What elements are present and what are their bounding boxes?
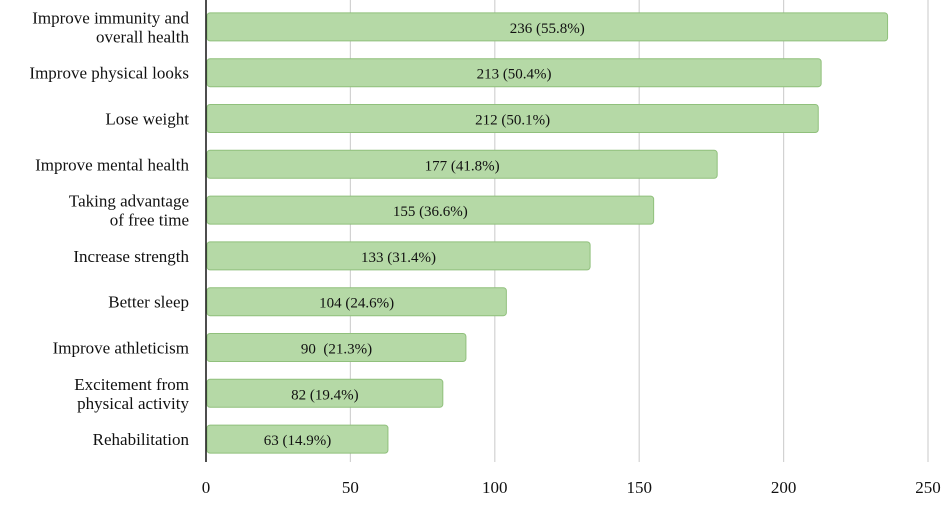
category-label: Improve physical looks bbox=[29, 64, 189, 83]
category-label: Better sleep bbox=[108, 293, 189, 312]
data-label: 82 (19.4%) bbox=[291, 387, 359, 403]
category-label: Improve immunity and overall health bbox=[32, 8, 189, 46]
category-label: Improve athleticism bbox=[53, 339, 189, 358]
category-label-line: Improve immunity and bbox=[32, 8, 189, 27]
data-label: 133 (31.4%) bbox=[361, 250, 436, 266]
bar bbox=[206, 378, 444, 408]
category-label-line: Improve athleticism bbox=[53, 339, 189, 358]
data-label: 212 (50.1%) bbox=[475, 113, 550, 129]
category-label-line: Lose weight bbox=[105, 110, 189, 129]
data-label: 236 (55.8%) bbox=[510, 21, 585, 37]
x-tick-label: 200 bbox=[771, 478, 797, 497]
x-tick-label: 0 bbox=[202, 478, 211, 497]
category-label: Excitement from physical activity bbox=[74, 375, 189, 413]
data-label: 155 (36.6%) bbox=[393, 204, 468, 220]
category-label-line: Better sleep bbox=[108, 293, 189, 312]
x-tick-label: 50 bbox=[342, 478, 359, 497]
category-label-line: Improve physical looks bbox=[29, 64, 189, 83]
x-tick-label: 100 bbox=[482, 478, 508, 497]
bar bbox=[206, 12, 889, 42]
bar bbox=[206, 104, 819, 133]
category-label: Taking advantage of free time bbox=[69, 192, 189, 230]
x-tick-label: 250 bbox=[915, 478, 941, 497]
bar bbox=[206, 241, 591, 271]
category-label: Lose weight bbox=[105, 110, 189, 129]
bar bbox=[206, 58, 822, 88]
bar bbox=[206, 195, 655, 225]
bar bbox=[206, 149, 718, 179]
category-label-line: Rehabilitation bbox=[93, 430, 190, 449]
category-label: Improve mental health bbox=[35, 155, 189, 174]
category-label-line: Excitement from bbox=[74, 375, 189, 394]
bar bbox=[206, 287, 507, 317]
category-label: Rehabilitation bbox=[93, 430, 190, 449]
category-label-line: Increase strength bbox=[73, 247, 189, 266]
data-label: 90 (21.3%) bbox=[301, 342, 372, 358]
category-label-line: Improve mental health bbox=[35, 155, 189, 174]
bar bbox=[206, 424, 389, 454]
category-label-line: of free time bbox=[110, 211, 189, 230]
bars bbox=[206, 12, 889, 454]
bar bbox=[206, 333, 467, 362]
labels: 236 (55.8%) Improve immunity and overall h… bbox=[29, 8, 940, 497]
category-label-line: Taking advantage bbox=[69, 192, 189, 211]
data-label: 104 (24.6%) bbox=[319, 296, 394, 312]
category-label: Increase strength bbox=[73, 247, 189, 266]
category-label-line: physical activity bbox=[77, 394, 189, 413]
x-tick-label: 150 bbox=[626, 478, 652, 497]
data-label: 213 (50.4%) bbox=[477, 67, 552, 83]
data-label: 177 (41.8%) bbox=[425, 158, 500, 174]
data-label: 63 (14.9%) bbox=[264, 433, 332, 449]
category-label-line: overall health bbox=[96, 27, 189, 46]
